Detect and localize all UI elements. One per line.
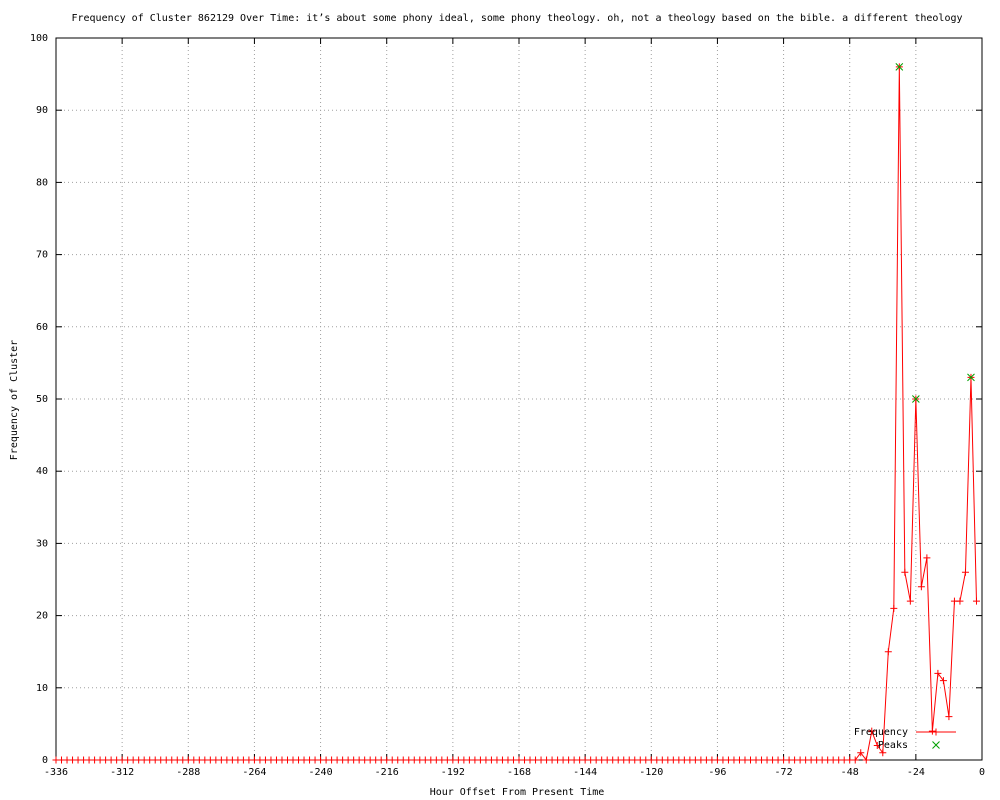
- y-tick-label: 90: [36, 105, 48, 116]
- x-tick-label: -264: [242, 767, 266, 778]
- x-tick-label: -312: [110, 767, 134, 778]
- x-tick-label: -120: [639, 767, 663, 778]
- x-axis-label: Hour Offset From Present Time: [430, 787, 605, 798]
- data-point: [873, 742, 881, 750]
- legend-marker: [932, 741, 940, 749]
- data-point: [868, 727, 876, 735]
- y-tick-label: 70: [36, 250, 48, 261]
- data-point: [923, 554, 931, 562]
- y-tick-label: 80: [36, 177, 48, 188]
- y-tick-label: 40: [36, 466, 48, 477]
- y-tick-label: 20: [36, 611, 48, 622]
- x-tick-label: -336: [44, 767, 68, 778]
- y-axis-label: Frequency of Cluster: [9, 340, 20, 460]
- x-tick-label: -192: [441, 767, 465, 778]
- x-tick-label: -288: [176, 767, 200, 778]
- data-point: [961, 568, 969, 576]
- data-point: [862, 756, 870, 764]
- x-tick-label: 0: [979, 767, 985, 778]
- data-point: [917, 583, 925, 591]
- legend-label: Peaks: [878, 740, 908, 751]
- chart-title: Frequency of Cluster 862129 Over Time: i…: [71, 13, 962, 24]
- legend-label: Frequency: [854, 727, 908, 738]
- data-point: [851, 756, 859, 764]
- data-point: [884, 648, 892, 656]
- data-point: [857, 749, 865, 757]
- data-point: [956, 597, 964, 605]
- x-tick-label: -96: [708, 767, 726, 778]
- x-tick-label: -24: [907, 767, 925, 778]
- x-tick-label: -72: [775, 767, 793, 778]
- x-tick-label: -168: [507, 767, 531, 778]
- data-point: [972, 597, 980, 605]
- y-tick-label: 60: [36, 322, 48, 333]
- data-point: [945, 713, 953, 721]
- y-tick-label: 0: [42, 755, 48, 766]
- data-point: [967, 373, 975, 382]
- x-tick-label: -48: [841, 767, 859, 778]
- x-tick-label: -144: [573, 767, 597, 778]
- data-point: [906, 597, 914, 605]
- data-point: [879, 749, 887, 757]
- data-point: [901, 568, 909, 576]
- y-tick-label: 50: [36, 394, 48, 405]
- y-tick-label: 10: [36, 683, 48, 694]
- y-tick-label: 30: [36, 538, 48, 549]
- data-point: [928, 727, 936, 735]
- data-point: [912, 395, 920, 403]
- y-tick-label: 100: [30, 33, 48, 44]
- x-tick-label: -216: [375, 767, 399, 778]
- x-tick-label: -240: [309, 767, 333, 778]
- data-point: [895, 63, 904, 71]
- data-point: [890, 604, 898, 612]
- data-point: [934, 669, 942, 677]
- legend-marker: [932, 728, 940, 736]
- data-point: [939, 677, 947, 685]
